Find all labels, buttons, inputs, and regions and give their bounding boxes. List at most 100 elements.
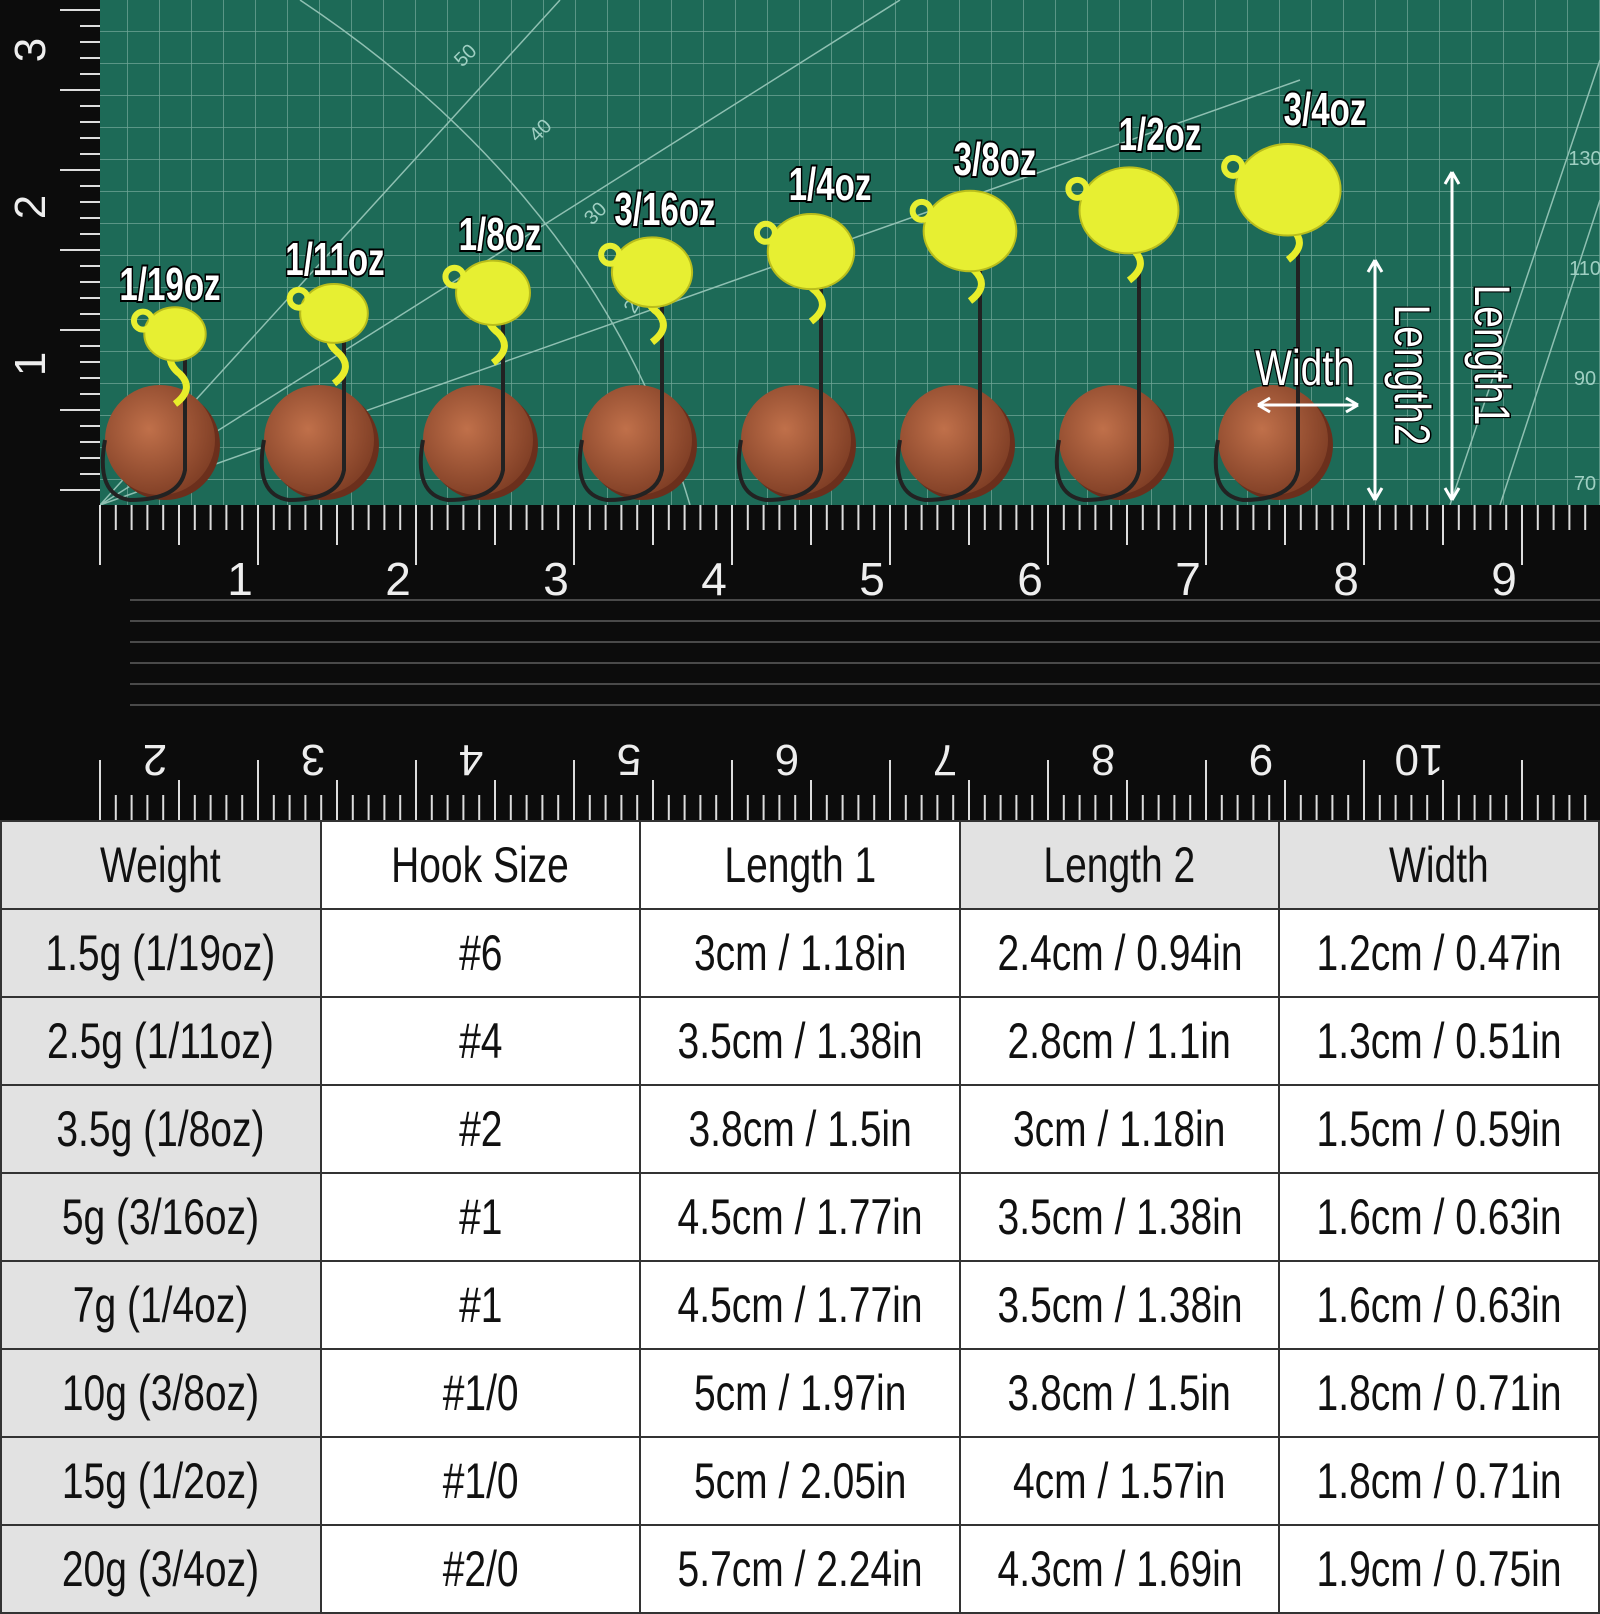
cm-number: 7: [933, 735, 957, 784]
hook: [259, 313, 346, 503]
table-cell: 4cm / 1.57in: [958, 1436, 1281, 1526]
table-cell: 3.5cm / 1.38in: [958, 1172, 1281, 1262]
cell-text: 1.5g (1/19oz): [45, 925, 276, 981]
eye: [598, 242, 623, 267]
cm-number: 9: [1249, 735, 1273, 784]
cell-text: 3cm / 1.18in: [693, 925, 907, 981]
cell-text: 3.8cm / 1.5in: [688, 1101, 912, 1157]
cell-text: 1.5cm / 0.59in: [1316, 1101, 1562, 1157]
cm-number: 2: [143, 735, 167, 784]
cm-number: 6: [775, 735, 799, 784]
jig-head: [455, 259, 531, 326]
table-cell: 1.2cm / 0.47in: [1278, 908, 1600, 998]
cell-text: 5cm / 2.05in: [693, 1453, 907, 1509]
product-photo: 3211234567892345678910504030201301109070…: [0, 0, 1600, 820]
table-cell: 5g (3/16oz): [0, 1172, 322, 1262]
dimension-arrow: [1257, 396, 1359, 414]
hook: [418, 292, 505, 503]
hook: [736, 251, 823, 503]
inch-number: 2: [385, 553, 411, 605]
cell-text: Width: [1389, 837, 1490, 893]
jig-head: [610, 236, 694, 309]
cell-text: #2: [458, 1101, 503, 1157]
table-cell: 5.7cm / 2.24in: [639, 1524, 961, 1614]
penny: [1218, 385, 1328, 495]
length1-label: Length1: [1464, 285, 1521, 426]
cell-text: 3.5cm / 1.38in: [997, 1277, 1243, 1333]
penny: [423, 385, 533, 495]
inch-number: 9: [1491, 553, 1517, 605]
penny: [105, 385, 215, 495]
side-ruler-number: 1: [6, 352, 55, 376]
mat-number: 130: [1568, 148, 1600, 170]
cell-text: 1.8cm / 0.71in: [1316, 1365, 1562, 1421]
table-cell: 3cm / 1.18in: [639, 908, 961, 998]
cell-text: 4.3cm / 1.69in: [997, 1541, 1243, 1597]
table-cell: 1.9cm / 0.75in: [1278, 1524, 1600, 1614]
eye: [1221, 154, 1246, 179]
jig-head: [1234, 143, 1342, 237]
table-cell: 3.8cm / 1.5in: [639, 1084, 961, 1174]
table-cell: 2.5g (1/11oz): [0, 996, 322, 1086]
table-cell: 2.8cm / 1.1in: [958, 996, 1281, 1086]
cell-text: 5.7cm / 2.24in: [677, 1541, 923, 1597]
header-row: Weight Hook Size Length 1 Length 2 Width: [0, 820, 1600, 910]
hook: [1213, 189, 1300, 503]
cell-text: 2.5g (1/11oz): [47, 1013, 275, 1069]
side-ruler-number: 3: [6, 38, 55, 62]
table-cell: 5cm / 1.97in: [639, 1348, 961, 1438]
hook: [1054, 210, 1141, 503]
inch-number: 6: [1017, 553, 1043, 605]
cell-text: 2.4cm / 0.94in: [997, 925, 1243, 981]
mat-number: 70: [1574, 473, 1596, 495]
table-cell: 1.5g (1/19oz): [0, 908, 322, 998]
eye: [286, 286, 311, 311]
table-cell: 20g (3/4oz): [0, 1524, 322, 1614]
cell-text: #1/0: [442, 1365, 519, 1421]
inch-number: 5: [859, 553, 885, 605]
table-cell: 1.3cm / 0.51in: [1278, 996, 1600, 1086]
cell-text: 1.2cm / 0.47in: [1316, 925, 1562, 981]
table-cell: 3.8cm / 1.5in: [958, 1348, 1281, 1438]
mat-number: 110: [1569, 258, 1600, 280]
table-cell: #1/0: [319, 1436, 642, 1526]
table-cell: 3.5g (1/8oz): [0, 1084, 322, 1174]
penny: [900, 385, 1010, 495]
table-cell: #1: [319, 1260, 642, 1350]
cell-text: #1/0: [442, 1453, 519, 1509]
eye: [130, 308, 155, 333]
table-cell: #2: [319, 1084, 642, 1174]
eye: [753, 220, 778, 245]
table-cell: 15g (1/2oz): [0, 1436, 322, 1526]
size-label: 1/8oz: [459, 210, 542, 260]
table-cell: 1.8cm / 0.71in: [1278, 1348, 1600, 1438]
width-label: Width: [1255, 339, 1355, 396]
inch-number: 8: [1333, 553, 1359, 605]
table-row: 7g (1/4oz) #1 4.5cm / 1.77in 3.5cm / 1.38in…: [0, 1260, 1600, 1350]
cell-text: 20g (3/4oz): [62, 1541, 260, 1597]
table-cell: 3cm / 1.18in: [958, 1084, 1281, 1174]
penny: [1059, 385, 1169, 495]
cell-text: 3cm / 1.18in: [1013, 1101, 1226, 1157]
inch-number: 7: [1175, 553, 1201, 605]
cell-text: Weight: [100, 837, 222, 893]
cell-text: 3.5g (1/8oz): [56, 1101, 265, 1157]
cell-text: Length 1: [724, 837, 876, 893]
cell-text: 1.3cm / 0.51in: [1316, 1013, 1562, 1069]
table-row: 1.5g (1/19oz) #6 3cm / 1.18in 2.4cm / 0.94i…: [0, 908, 1600, 998]
table-cell: 4.5cm / 1.77in: [639, 1260, 961, 1350]
cell-text: 3.5cm / 1.38in: [677, 1013, 923, 1069]
size-label: 3/16oz: [614, 185, 715, 235]
table-cell: #4: [319, 996, 642, 1086]
table-cell: Weight: [0, 820, 322, 910]
table-cell: 3.5cm / 1.38in: [639, 996, 961, 1086]
side-ruler-number: 2: [6, 195, 55, 219]
table-cell: 1.5cm / 0.59in: [1278, 1084, 1600, 1174]
cell-text: 2.8cm / 1.1in: [1007, 1013, 1232, 1069]
penny: [582, 385, 692, 495]
size-label: 3/4oz: [1284, 85, 1367, 135]
table-cell: #6: [319, 908, 642, 998]
cell-text: 1.8cm / 0.71in: [1316, 1453, 1562, 1509]
size-label: 3/8oz: [954, 135, 1037, 185]
